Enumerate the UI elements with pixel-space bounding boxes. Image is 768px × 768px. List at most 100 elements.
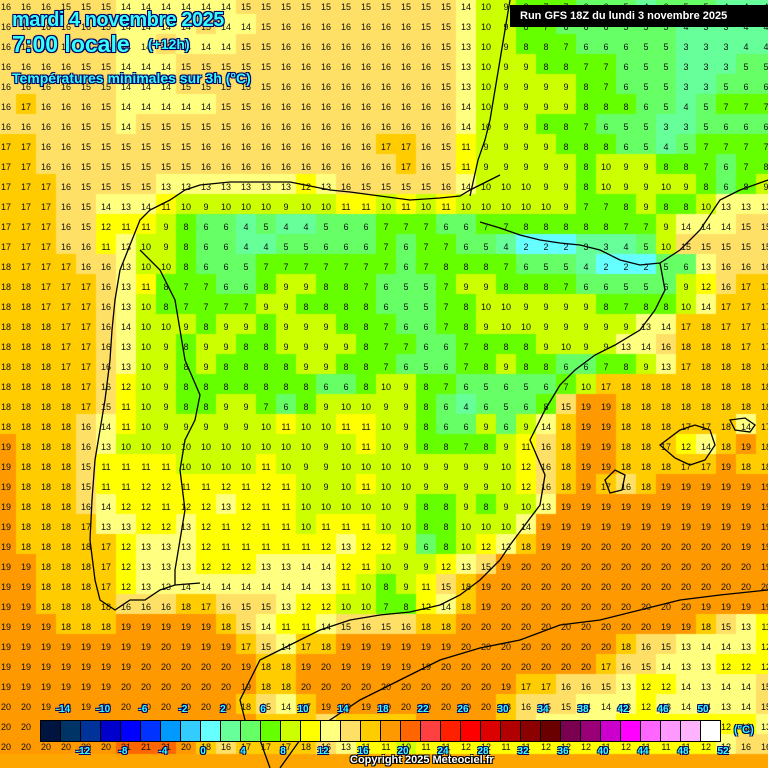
grid-value: 2 — [563, 242, 569, 252]
grid-value: 9 — [163, 402, 169, 412]
grid-value: 11 — [521, 442, 531, 452]
grid-value: 9 — [563, 82, 569, 92]
grid-value: 9 — [583, 322, 589, 332]
grid-value: 19 — [200, 622, 211, 632]
grid-value: 9 — [183, 322, 189, 332]
grid-value: 15 — [120, 162, 131, 172]
grid-value: 18 — [0, 422, 11, 432]
grid-value: 13 — [160, 582, 171, 592]
grid-value: 16 — [380, 62, 391, 72]
grid-value: 6 — [403, 242, 409, 252]
grid-value: 7 — [503, 222, 509, 232]
grid-value: 9 — [323, 362, 329, 372]
grid-value: 9 — [503, 102, 509, 112]
grid-value: 6 — [403, 262, 409, 272]
grid-value: 9 — [243, 422, 249, 432]
grid-value: 5 — [643, 62, 649, 72]
legend-label-top: 38 — [577, 704, 589, 715]
grid-value: 5 — [703, 102, 709, 112]
grid-value: 9 — [243, 402, 249, 412]
grid-value: 20 — [400, 682, 411, 692]
grid-value: 19 — [580, 402, 591, 412]
grid-value: 9 — [403, 562, 409, 572]
grid-value: 16 — [260, 122, 271, 132]
grid-value: 18 — [40, 342, 51, 352]
grid-value: 13 — [660, 702, 671, 712]
grid-value: 20 — [460, 622, 471, 632]
grid-value: 11 — [101, 242, 111, 252]
grid-value: 10 — [240, 462, 251, 472]
grid-value: 16 — [220, 602, 231, 612]
grid-value: 13 — [280, 562, 291, 572]
grid-value: 10 — [180, 442, 191, 452]
grid-value: 10 — [400, 742, 411, 752]
grid-value: 7 — [363, 282, 369, 292]
grid-value: 10 — [700, 202, 711, 212]
grid-value: 8 — [563, 142, 569, 152]
grid-value: 19 — [400, 642, 411, 652]
grid-value: 3 — [683, 62, 689, 72]
grid-value: 9 — [503, 122, 509, 132]
grid-value: 19 — [160, 622, 171, 632]
grid-value: 2 — [603, 262, 609, 272]
grid-value: 15 — [440, 62, 451, 72]
grid-value: 11 — [121, 222, 131, 232]
grid-value: 6 — [503, 382, 509, 392]
grid-value: 11 — [281, 502, 291, 512]
grid-value: 9 — [483, 142, 489, 152]
grid-value: 17 — [740, 302, 751, 312]
grid-value: 16 — [100, 362, 111, 372]
grid-value: 6 — [723, 122, 729, 132]
legend-label-top: 10 — [297, 704, 309, 715]
grid-value: 5 — [723, 82, 729, 92]
grid-value: 15 — [240, 102, 251, 112]
grid-value: 20 — [600, 562, 611, 572]
grid-value: 15 — [120, 182, 131, 192]
grid-value: 17 — [260, 742, 271, 752]
grid-value: 6 — [243, 282, 249, 292]
grid-value: 19 — [180, 622, 191, 632]
grid-value: 19 — [20, 682, 31, 692]
grid-value: 16 — [760, 262, 768, 272]
grid-value: 14 — [720, 642, 731, 652]
grid-value: 9 — [283, 282, 289, 292]
grid-value: 20 — [460, 682, 471, 692]
grid-value: 10 — [500, 302, 511, 312]
grid-value: 15 — [200, 62, 211, 72]
grid-value: 19 — [340, 642, 351, 652]
grid-value: 19 — [580, 522, 591, 532]
grid-value: 13 — [280, 182, 291, 192]
legend-label-bottom: 16 — [357, 746, 369, 757]
grid-value: 14 — [100, 202, 111, 212]
grid-value: 14 — [180, 42, 191, 52]
grid-value: 8 — [683, 162, 689, 172]
grid-value: 9 — [603, 322, 609, 332]
grid-value: 18 — [620, 442, 631, 452]
grid-value: 9 — [503, 62, 509, 72]
grid-value: 16 — [0, 22, 11, 32]
grid-value: 10 — [520, 322, 531, 332]
grid-value: 16 — [240, 162, 251, 172]
grid-value: 18 — [20, 502, 31, 512]
grid-value: 16 — [340, 82, 351, 92]
grid-value: 16 — [60, 142, 71, 152]
grid-value: 19 — [700, 602, 711, 612]
grid-value: 18 — [460, 582, 471, 592]
grid-value: 6 — [323, 242, 329, 252]
grid-value: 16 — [320, 42, 331, 52]
grid-value: 15 — [240, 82, 251, 92]
grid-value: 16 — [40, 142, 51, 152]
grid-value: 20 — [460, 662, 471, 672]
grid-value: 7 — [563, 42, 569, 52]
grid-value: 7 — [763, 142, 768, 152]
grid-value: 9 — [403, 582, 409, 592]
grid-value: 9 — [323, 442, 329, 452]
grid-value: 9 — [503, 2, 509, 12]
grid-value: 7 — [743, 142, 749, 152]
grid-value: 8 — [183, 242, 189, 252]
grid-value: 14 — [580, 702, 591, 712]
grid-value: 16 — [380, 22, 391, 32]
grid-value: 19 — [680, 622, 691, 632]
grid-value: 2 — [543, 242, 549, 252]
grid-value: 9 — [223, 322, 229, 332]
